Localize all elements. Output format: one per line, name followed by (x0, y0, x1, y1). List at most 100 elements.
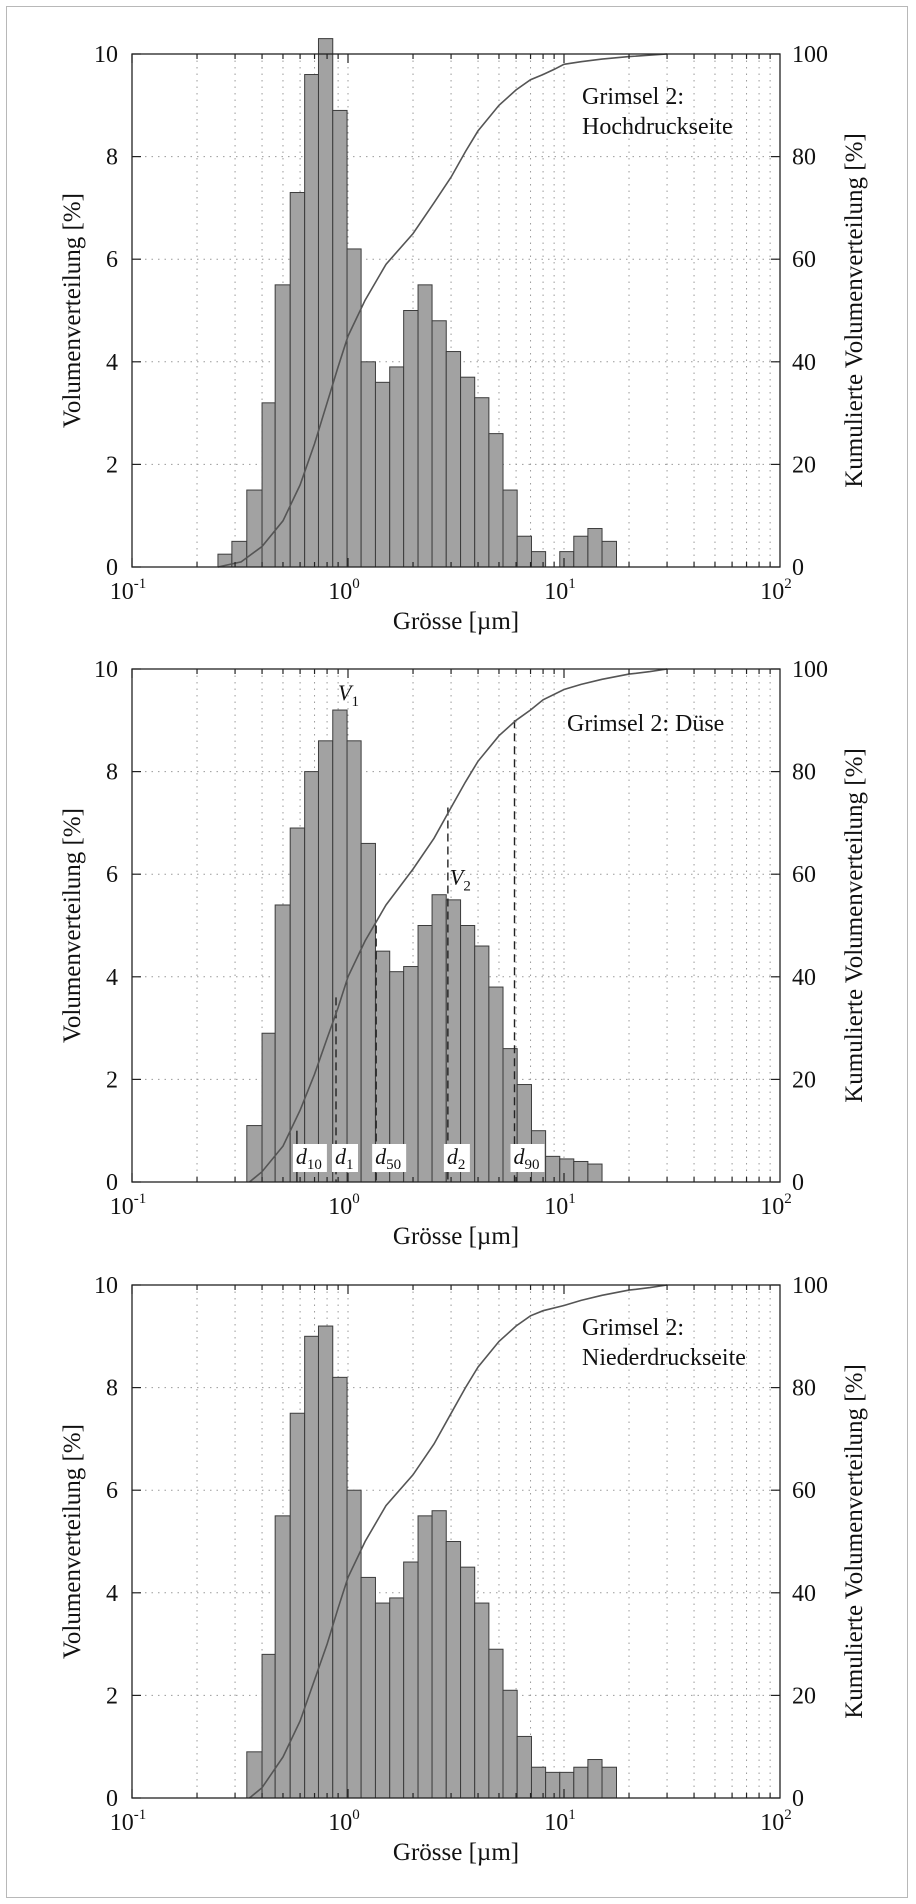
x-tick-label-exp: 2 (784, 1191, 792, 1207)
histogram-bar (274, 284, 291, 568)
y-tick-label-left: 6 (106, 247, 118, 273)
x-tick-label-exp: 1 (568, 576, 576, 592)
x-tick-label-base: 10 (328, 1194, 352, 1220)
y-axis-title-left: Volumenverteilung [%] (59, 808, 86, 1043)
histogram-bar (332, 109, 348, 568)
d-label-box (443, 1144, 470, 1172)
histogram-bar (360, 361, 376, 568)
histogram-bar (417, 284, 433, 568)
histogram-bar (261, 1032, 276, 1183)
y-tick-label-left: 8 (106, 1376, 118, 1402)
y-tick-label-left: 2 (106, 1067, 118, 1093)
d-label-sub: 1 (346, 1157, 354, 1173)
histogram-bar (431, 320, 447, 568)
histogram-bar (304, 771, 319, 1183)
peak-marker-letter: V (338, 680, 354, 705)
y-tick-label-left: 4 (106, 1581, 118, 1607)
y-tick-label-right: 20 (792, 1683, 816, 1709)
y-tick-label-right: 60 (792, 862, 816, 888)
peak-marker-sub: 2 (463, 879, 471, 895)
histogram-bar (289, 192, 306, 568)
y-tick-label-right: 60 (792, 1478, 816, 1504)
histogram-bar (346, 248, 362, 568)
histogram-bar (261, 1653, 276, 1799)
x-axis-title: Grösse [µm] (393, 1839, 519, 1866)
d-label-letter: d (296, 1144, 308, 1169)
y-tick-label-right: 20 (792, 1067, 816, 1093)
y-tick-label-right: 100 (792, 42, 828, 68)
d-label-letter: d (514, 1144, 526, 1169)
histogram-bar (374, 381, 391, 568)
x-tick-label: 10-1 (110, 1807, 147, 1836)
histogram-bar (502, 489, 518, 568)
histogram-bar (474, 1602, 490, 1799)
x-tick-label-base: 10 (328, 1810, 352, 1836)
histogram-bar (502, 1689, 518, 1799)
histogram-bar (289, 1412, 306, 1799)
histogram-bar (304, 1335, 319, 1799)
x-tick-label-base: 10 (328, 579, 352, 605)
cumulative-curve (248, 668, 668, 1183)
x-axis-title: Grösse [µm] (393, 1223, 519, 1250)
d-label: d2 (447, 1144, 466, 1173)
peak-marker-label: V1 (338, 680, 359, 710)
y-tick-label-left: 4 (106, 350, 118, 376)
x-tick-label: 100 (328, 1807, 360, 1836)
y-axis-title-right: Kumulierte Volumenverteilung [%] (841, 1364, 868, 1719)
y-tick-label-left: 8 (106, 760, 118, 786)
histogram-bar (317, 38, 334, 568)
histogram-bar (573, 535, 589, 568)
y-tick-label-right: 40 (792, 350, 816, 376)
y-tick-label-right: 80 (792, 760, 816, 786)
x-tick-label-exp: 0 (352, 576, 360, 592)
y-tick-label-left: 6 (106, 862, 118, 888)
x-tick-label: 100 (328, 1191, 360, 1220)
histogram-bar (360, 1576, 376, 1799)
d-label-sub: 10 (307, 1157, 322, 1173)
histogram-bar (587, 1759, 603, 1799)
plot-area-border (131, 1284, 781, 1799)
cumulative-curve (217, 53, 668, 568)
d-label-sub: 50 (386, 1157, 401, 1173)
d-label-letter: d (447, 1144, 459, 1169)
x-tick-label: 100 (328, 576, 360, 605)
x-tick-label: 102 (760, 576, 792, 605)
histogram-bar (317, 740, 334, 1183)
x-tick-label: 10-1 (110, 576, 147, 605)
chart-annotation: Niederdruckseite (582, 1345, 746, 1371)
y-tick-label-right: 40 (792, 1581, 816, 1607)
d-label-letter: d (335, 1144, 347, 1169)
d-label-letter: d (375, 1144, 387, 1169)
peak-marker-sub: 1 (351, 694, 359, 710)
histogram-bar (460, 376, 476, 568)
y-tick-label-left: 10 (94, 657, 118, 683)
histogram-bar (445, 1541, 462, 1799)
plot-area-border (131, 53, 781, 568)
peak-marker-letter: V (450, 865, 466, 890)
histogram-bar (289, 827, 306, 1183)
plot-area-border (131, 668, 781, 1183)
y-tick-label-right: 100 (792, 657, 828, 683)
y-tick-label-right: 100 (792, 1273, 828, 1299)
y-tick-label-left: 0 (106, 1170, 118, 1196)
histogram-bar (587, 528, 603, 568)
y-tick-label-right: 40 (792, 965, 816, 991)
histogram-bar (246, 1751, 263, 1799)
histogram-bar (488, 1648, 504, 1799)
y-axis-title-left: Volumenverteilung [%] (59, 193, 86, 428)
d-label-box (372, 1144, 407, 1172)
x-tick-label-base: 10 (110, 579, 134, 605)
x-tick-label-exp: -1 (134, 576, 147, 592)
d-label: d50 (375, 1144, 401, 1173)
histogram-bar (601, 540, 617, 568)
y-tick-label-right: 0 (792, 1786, 804, 1812)
x-axis-title: Grösse [µm] (393, 608, 519, 635)
y-axis-title-right: Kumulierte Volumenverteilung [%] (841, 748, 868, 1103)
y-axis-title-left: Volumenverteilung [%] (59, 1424, 86, 1659)
x-tick-label: 101 (544, 1191, 576, 1220)
histogram-bar (274, 1515, 291, 1799)
histogram-bar (332, 709, 348, 1183)
